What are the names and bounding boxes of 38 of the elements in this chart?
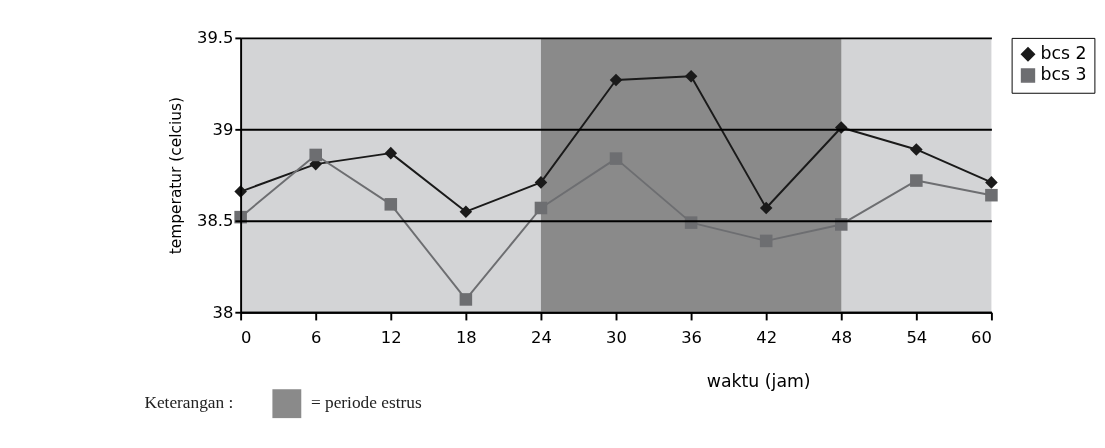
x-tick-label: 24 [531, 327, 552, 347]
point [384, 146, 398, 160]
point [609, 73, 623, 87]
x-tick-label: 54 [906, 327, 928, 347]
y-tick-label: 39.5 [196, 28, 234, 48]
legend-label: bcs 2 [1040, 43, 1087, 64]
x-tick-label: 18 [455, 327, 477, 347]
x-tick-label: 6 [310, 327, 322, 347]
point [309, 148, 322, 162]
point [759, 201, 773, 215]
x-tick-label: 42 [756, 327, 778, 347]
point [684, 70, 698, 83]
x-tick-label: 0 [241, 327, 252, 347]
point [985, 176, 998, 189]
point [910, 174, 923, 187]
x-tick-label: 48 [831, 327, 853, 347]
point [534, 176, 548, 189]
x-tick-label: 30 [606, 327, 627, 347]
point [534, 201, 548, 215]
legend-label: = periode estrus [310, 393, 422, 413]
x-axis-title: waktu (jam) [706, 371, 811, 392]
point [985, 188, 998, 202]
y-tick-label: 39 [212, 119, 234, 139]
y-axis-title: temperatur (celcius) [166, 96, 185, 255]
y-tick-label: 38.5 [196, 211, 234, 231]
point [759, 234, 773, 248]
point [834, 218, 848, 231]
y-tick-label: 38 [212, 302, 234, 322]
x-tick-label: 36 [681, 327, 702, 347]
point [459, 293, 473, 306]
point [459, 205, 473, 218]
point [910, 143, 923, 156]
legend-label: bcs 3 [1040, 64, 1087, 85]
x-tick-label: 60 [971, 327, 992, 347]
point [609, 152, 623, 165]
text: Keterangan : [144, 393, 234, 413]
point [384, 198, 398, 211]
x-tick-label: 12 [380, 327, 402, 347]
